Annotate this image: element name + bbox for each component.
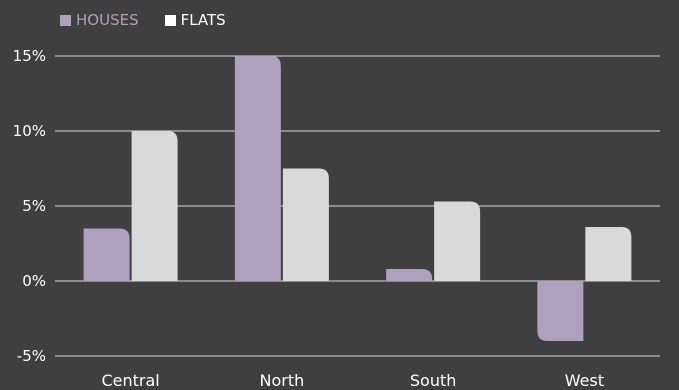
legend-item-flats: FLATS xyxy=(164,11,226,29)
legend-swatch-houses xyxy=(60,14,71,26)
legend-item-houses: HOUSES xyxy=(60,11,139,29)
x-tick-label: North xyxy=(260,371,305,390)
y-tick-label: 10% xyxy=(13,122,46,140)
y-tick-label: 0% xyxy=(22,272,46,290)
bar-houses-west xyxy=(537,281,584,341)
y-tick-label: 5% xyxy=(22,197,46,215)
bar-flats-west xyxy=(585,227,632,281)
bar-houses-central xyxy=(83,228,130,281)
bar-flats-south xyxy=(434,201,481,281)
bar-flats-central xyxy=(131,131,178,281)
bar-flats-north xyxy=(282,168,329,281)
bar-houses-north xyxy=(234,56,281,281)
legend-label-houses: HOUSES xyxy=(76,11,139,29)
x-tick-label: West xyxy=(565,371,604,390)
x-tick-label: Central xyxy=(101,371,159,390)
y-tick-label: 15% xyxy=(13,47,46,65)
legend-swatch-flats xyxy=(164,14,176,26)
chart-legend: HOUSES FLATS xyxy=(60,11,252,29)
bar-houses-south xyxy=(386,269,433,281)
y-tick-label: -5% xyxy=(17,347,46,365)
x-tick-label: South xyxy=(410,371,457,390)
legend-label-flats: FLATS xyxy=(180,11,226,29)
